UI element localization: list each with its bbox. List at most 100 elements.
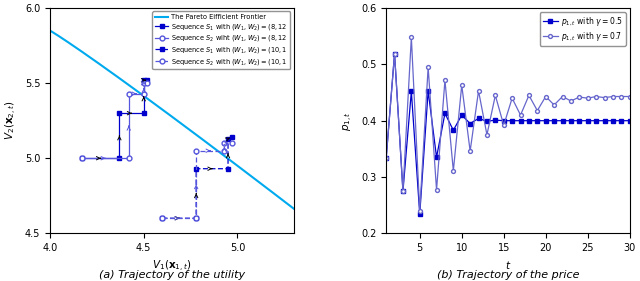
The Pareto Eifficient Frontier: [259, 183, 267, 187]
$p_{1,t}$ with $\gamma = 0.7$: [408, 36, 415, 39]
$p_{1,t}$ with $\gamma = 0.7$: [449, 169, 457, 173]
$p_{1,t}$ with $\gamma = 0.7$: [441, 78, 449, 82]
Line: $p_{1,t}$ with $\gamma = 0.7$: $p_{1,t}$ with $\gamma = 0.7$: [384, 35, 632, 213]
$p_{1,t}$ with $\gamma = 0.5$: [408, 90, 415, 93]
The Pareto Eifficient Frontier: [201, 139, 209, 143]
$p_{1,t}$ with $\gamma = 0.7$: [500, 124, 508, 127]
$p_{1,t}$ with $\gamma = 0.5$: [390, 52, 398, 55]
X-axis label: $t$: $t$: [505, 259, 511, 271]
Sequence $S_2$ with $(W_1,W_2) = (10, 1$: [193, 217, 200, 220]
Sequence $S_1$ with $(W_1,W_2) = (8, 12$: [143, 78, 151, 82]
Sequence $S_1$ with $(W_1,W_2) = (8, 12$: [140, 112, 148, 115]
$p_{1,t}$ with $\gamma = 0.7$: [390, 52, 398, 55]
Sequence $S_2$ with $(W_1,W_2) = (10, 1$: [193, 149, 200, 152]
$p_{1,t}$ with $\gamma = 0.5$: [458, 114, 465, 117]
Line: Sequence $S_1$ with $(W_1,W_2) = (10, 1$: Sequence $S_1$ with $(W_1,W_2) = (10, 1$: [160, 135, 234, 221]
Line: Sequence $S_2$ wiht $(W_1,W_2) = (8, 12$: Sequence $S_2$ wiht $(W_1,W_2) = (8, 12$: [79, 81, 150, 161]
$p_{1,t}$ with $\gamma = 0.5$: [449, 129, 457, 132]
$p_{1,t}$ with $\gamma = 0.5$: [575, 119, 583, 123]
Text: (a) Trajectory of the utility: (a) Trajectory of the utility: [99, 270, 245, 280]
$p_{1,t}$ with $\gamma = 0.7$: [416, 209, 424, 212]
$p_{1,t}$ with $\gamma = 0.5$: [626, 119, 634, 123]
$p_{1,t}$ with $\gamma = 0.5$: [559, 119, 566, 123]
$p_{1,t}$ with $\gamma = 0.5$: [601, 119, 609, 123]
$p_{1,t}$ with $\gamma = 0.5$: [567, 119, 575, 123]
$p_{1,t}$ with $\gamma = 0.7$: [508, 96, 516, 100]
Sequence $S_1$ with $(W_1,W_2) = (8, 12$: [140, 78, 148, 82]
$p_{1,t}$ with $\gamma = 0.5$: [500, 119, 508, 123]
Sequence $S_2$ wiht $(W_1,W_2) = (8, 12$: [140, 81, 148, 85]
Text: (b) Trajectory of the price: (b) Trajectory of the price: [436, 270, 579, 280]
Sequence $S_2$ with $(W_1,W_2) = (10, 1$: [220, 149, 228, 152]
$p_{1,t}$ with $\gamma = 0.7$: [458, 83, 465, 87]
$p_{1,t}$ with $\gamma = 0.7$: [575, 95, 583, 99]
$p_{1,t}$ with $\gamma = 0.5$: [534, 119, 541, 123]
$p_{1,t}$ with $\gamma = 0.5$: [592, 119, 600, 123]
$p_{1,t}$ with $\gamma = 0.7$: [399, 189, 407, 193]
$p_{1,t}$ with $\gamma = 0.7$: [475, 89, 483, 92]
$p_{1,t}$ with $\gamma = 0.5$: [382, 157, 390, 160]
Sequence $S_2$ wiht $(W_1,W_2) = (8, 12$: [140, 92, 148, 95]
$p_{1,t}$ with $\gamma = 0.5$: [483, 120, 491, 123]
Sequence $S_1$ with $(W_1,W_2) = (8, 12$: [116, 112, 124, 115]
$p_{1,t}$ with $\gamma = 0.7$: [492, 94, 499, 97]
$p_{1,t}$ with $\gamma = 0.7$: [567, 99, 575, 103]
$p_{1,t}$ with $\gamma = 0.7$: [382, 157, 390, 160]
$p_{1,t}$ with $\gamma = 0.5$: [492, 119, 499, 122]
Legend: $p_{1,t}$ with $\gamma = 0.5$, $p_{1,t}$ with $\gamma = 0.7$: $p_{1,t}$ with $\gamma = 0.5$, $p_{1,t}$…: [540, 12, 626, 46]
The Pareto Eifficient Frontier: [47, 30, 55, 33]
$p_{1,t}$ with $\gamma = 0.5$: [584, 119, 591, 123]
Y-axis label: $p_{1,t}$: $p_{1,t}$: [342, 111, 355, 131]
$p_{1,t}$ with $\gamma = 0.5$: [475, 117, 483, 120]
The Pareto Eifficient Frontier: [196, 136, 204, 140]
$p_{1,t}$ with $\gamma = 0.5$: [609, 119, 617, 123]
$p_{1,t}$ with $\gamma = 0.7$: [424, 65, 432, 69]
$p_{1,t}$ with $\gamma = 0.7$: [626, 95, 634, 98]
$p_{1,t}$ with $\gamma = 0.5$: [525, 119, 532, 123]
$p_{1,t}$ with $\gamma = 0.5$: [467, 122, 474, 125]
Line: Sequence $S_2$ with $(W_1,W_2) = (10, 1$: Sequence $S_2$ with $(W_1,W_2) = (10, 1$: [160, 141, 234, 221]
$p_{1,t}$ with $\gamma = 0.7$: [516, 114, 524, 117]
$p_{1,t}$ with $\gamma = 0.7$: [483, 133, 491, 137]
$p_{1,t}$ with $\gamma = 0.7$: [542, 95, 550, 98]
$p_{1,t}$ with $\gamma = 0.7$: [618, 95, 625, 98]
Sequence $S_1$ with $(W_1,W_2) = (10, 1$: [224, 167, 232, 170]
$p_{1,t}$ with $\gamma = 0.5$: [433, 156, 440, 159]
Sequence $S_2$ wiht $(W_1,W_2) = (8, 12$: [78, 157, 86, 160]
X-axis label: $V_1(\mathbf{x}_{1,t})$: $V_1(\mathbf{x}_{1,t})$: [152, 259, 191, 274]
$p_{1,t}$ with $\gamma = 0.7$: [592, 95, 600, 98]
$p_{1,t}$ with $\gamma = 0.5$: [416, 212, 424, 216]
$p_{1,t}$ with $\gamma = 0.5$: [441, 112, 449, 115]
$p_{1,t}$ with $\gamma = 0.7$: [467, 149, 474, 153]
$p_{1,t}$ with $\gamma = 0.5$: [550, 119, 558, 123]
The Pareto Eifficient Frontier: [196, 136, 204, 139]
$p_{1,t}$ with $\gamma = 0.7$: [550, 103, 558, 106]
$p_{1,t}$ with $\gamma = 0.5$: [508, 119, 516, 123]
Line: $p_{1,t}$ with $\gamma = 0.5$: $p_{1,t}$ with $\gamma = 0.5$: [384, 52, 632, 216]
$p_{1,t}$ with $\gamma = 0.7$: [534, 109, 541, 112]
Sequence $S_2$ wiht $(W_1,W_2) = (8, 12$: [125, 157, 132, 160]
Legend: The Pareto Eifficient Frontier, Sequence $S_1$ with $(W_1,W_2) = (8, 12$, Sequen: The Pareto Eifficient Frontier, Sequence…: [152, 12, 291, 69]
Line: The Pareto Eifficient Frontier: The Pareto Eifficient Frontier: [50, 31, 303, 216]
$p_{1,t}$ with $\gamma = 0.5$: [618, 119, 625, 123]
Sequence $S_1$ with $(W_1,W_2) = (10, 1$: [228, 135, 236, 139]
$p_{1,t}$ with $\gamma = 0.7$: [433, 188, 440, 192]
$p_{1,t}$ with $\gamma = 0.7$: [525, 94, 532, 97]
$p_{1,t}$ with $\gamma = 0.5$: [399, 189, 407, 193]
The Pareto Eifficient Frontier: [299, 214, 307, 217]
$p_{1,t}$ with $\gamma = 0.5$: [516, 119, 524, 123]
$p_{1,t}$ with $\gamma = 0.7$: [601, 96, 609, 99]
$p_{1,t}$ with $\gamma = 0.7$: [584, 96, 591, 100]
Sequence $S_2$ with $(W_1,W_2) = (10, 1$: [159, 217, 166, 220]
Sequence $S_1$ with $(W_1,W_2) = (10, 1$: [193, 217, 200, 220]
Y-axis label: $V_2(\mathbf{x}_{2,t})$: $V_2(\mathbf{x}_{2,t})$: [4, 101, 19, 140]
Line: Sequence $S_1$ with $(W_1,W_2) = (8, 12$: Sequence $S_1$ with $(W_1,W_2) = (8, 12$: [79, 78, 150, 161]
Sequence $S_2$ wiht $(W_1,W_2) = (8, 12$: [143, 81, 151, 85]
$p_{1,t}$ with $\gamma = 0.7$: [609, 95, 617, 98]
Sequence $S_2$ with $(W_1,W_2) = (10, 1$: [228, 142, 236, 145]
The Pareto Eifficient Frontier: [275, 196, 283, 199]
Sequence $S_2$ with $(W_1,W_2) = (10, 1$: [220, 142, 228, 145]
Sequence $S_1$ with $(W_1,W_2) = (8, 12$: [116, 157, 124, 160]
$p_{1,t}$ with $\gamma = 0.5$: [542, 119, 550, 123]
Sequence $S_1$ with $(W_1,W_2) = (10, 1$: [224, 137, 232, 140]
